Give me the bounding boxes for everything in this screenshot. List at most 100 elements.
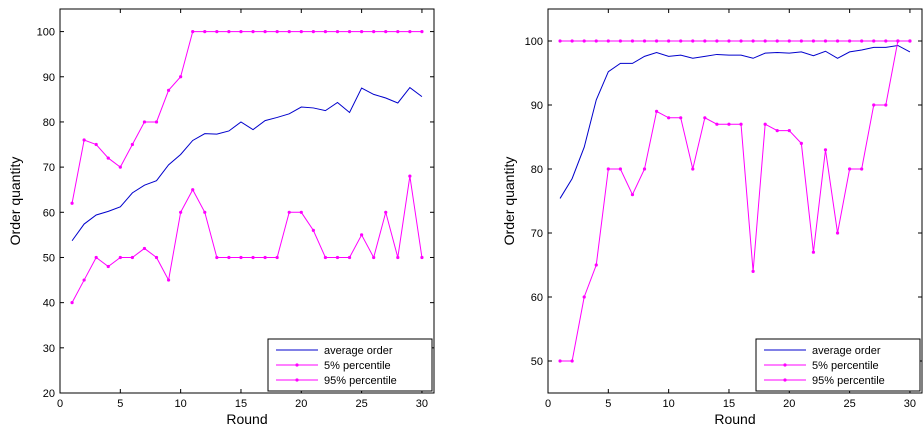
y-tick-label: 70 [531, 228, 543, 240]
series-3-point [311, 29, 315, 34]
series-2-point [130, 255, 134, 260]
series-3-point [287, 29, 291, 34]
series-2-point [263, 255, 267, 260]
series-line-1 [71, 86, 423, 242]
series-3-point [299, 29, 303, 34]
series-2-point [703, 116, 707, 120]
legend-label: average order [324, 345, 393, 357]
series-2-point [275, 255, 279, 260]
y-tick-label: 70 [43, 162, 55, 174]
plot-area [59, 8, 435, 394]
series-2-point [227, 255, 231, 260]
series-3-point [94, 142, 98, 147]
series-2-point [360, 233, 364, 237]
series-3-point [606, 39, 610, 43]
series-3-point [179, 75, 183, 79]
series-3-point [811, 39, 816, 43]
series-3-point [215, 29, 219, 34]
series-3-point [396, 29, 400, 34]
series-3-point [263, 29, 267, 34]
series-3-point [654, 39, 659, 43]
series-3-point [372, 29, 376, 34]
series-3-point [679, 39, 683, 43]
y-tick-label: 60 [43, 207, 55, 219]
y-tick-label: 20 [43, 388, 55, 400]
series-2-point [179, 210, 183, 214]
series-3-point [384, 29, 388, 34]
series-2-point [384, 210, 388, 214]
series-3-point [570, 39, 574, 43]
series-3-point [360, 29, 364, 34]
series-3-point [618, 39, 622, 43]
series-3-point [823, 39, 828, 43]
series-3-point [166, 88, 171, 92]
series-2-point [142, 246, 147, 251]
series-2-point [811, 250, 816, 254]
series-3-point [203, 29, 207, 34]
series-2-point [372, 255, 376, 260]
legend-marker [295, 363, 299, 367]
x-tick-label: 25 [843, 398, 855, 410]
series-3-point [275, 29, 279, 34]
series-2-point [215, 255, 219, 260]
series-3-point [763, 39, 767, 43]
series-3-point [106, 156, 110, 160]
series-3-point [835, 39, 840, 43]
legend-label: average order [812, 345, 881, 357]
series-2-point [787, 129, 791, 133]
series-2-point [570, 359, 574, 363]
series-3-point [775, 39, 779, 43]
series-2-point [860, 167, 864, 171]
series-3-point [130, 142, 134, 147]
y-tick-label: 60 [531, 292, 543, 304]
series-2-point [594, 263, 598, 267]
series-2-point [191, 188, 195, 192]
right-chart-panel: 0 5 10 15 20 25 30 50 60 70 80 90 100 Round Order quan… [501, 8, 923, 427]
series-3-point [642, 39, 647, 43]
series-3-point [667, 39, 671, 43]
y-tick-label: 80 [531, 164, 543, 176]
series-3-point [594, 39, 598, 43]
y-tick-label: 80 [43, 117, 55, 129]
series-2-point [166, 278, 171, 282]
series-3-point [872, 39, 876, 43]
series-2-point [154, 255, 159, 260]
series-3-point [239, 29, 243, 34]
series-2-point [299, 210, 303, 214]
left-chart-panel: 0 5 10 15 20 25 30 20 30 40 50 60 70 80 90 100 Round Orde… [7, 8, 435, 427]
series-3-point [799, 39, 803, 43]
series-2-point [679, 116, 683, 120]
x-tick-label: 0 [545, 398, 551, 410]
series-2-point [691, 167, 695, 171]
legend-label: 5% percentile [324, 360, 391, 372]
y-tick-label: 90 [531, 100, 543, 112]
series-3-point [420, 29, 424, 34]
y-tick-label: 30 [43, 343, 55, 355]
series-3-point [118, 165, 122, 169]
y-tick-label: 50 [531, 356, 543, 368]
series-2-point [82, 278, 86, 282]
series-2-point [763, 122, 767, 126]
series-2-point [239, 255, 243, 260]
series-line-2 [560, 40, 910, 362]
series-3-point [142, 120, 147, 124]
series-2-point [251, 255, 255, 260]
series-2-point [667, 116, 671, 120]
series-2-point [654, 109, 659, 113]
series-3-point [727, 39, 731, 43]
series-line-3 [71, 31, 422, 204]
series-2-point [739, 122, 743, 126]
legend-marker [783, 363, 787, 367]
series-2-point [872, 103, 876, 107]
y-tick-label: 100 [525, 36, 543, 48]
x-tick-label: 30 [416, 398, 428, 410]
series-3-point [70, 201, 74, 205]
series-3-point [739, 39, 743, 43]
series-2-point [203, 210, 207, 214]
x-tick-label: 20 [783, 398, 795, 410]
series-3-point [558, 39, 562, 43]
x-tick-label: 15 [723, 398, 735, 410]
x-tick-label: 0 [57, 398, 63, 410]
x-tick-label: 5 [605, 398, 611, 410]
